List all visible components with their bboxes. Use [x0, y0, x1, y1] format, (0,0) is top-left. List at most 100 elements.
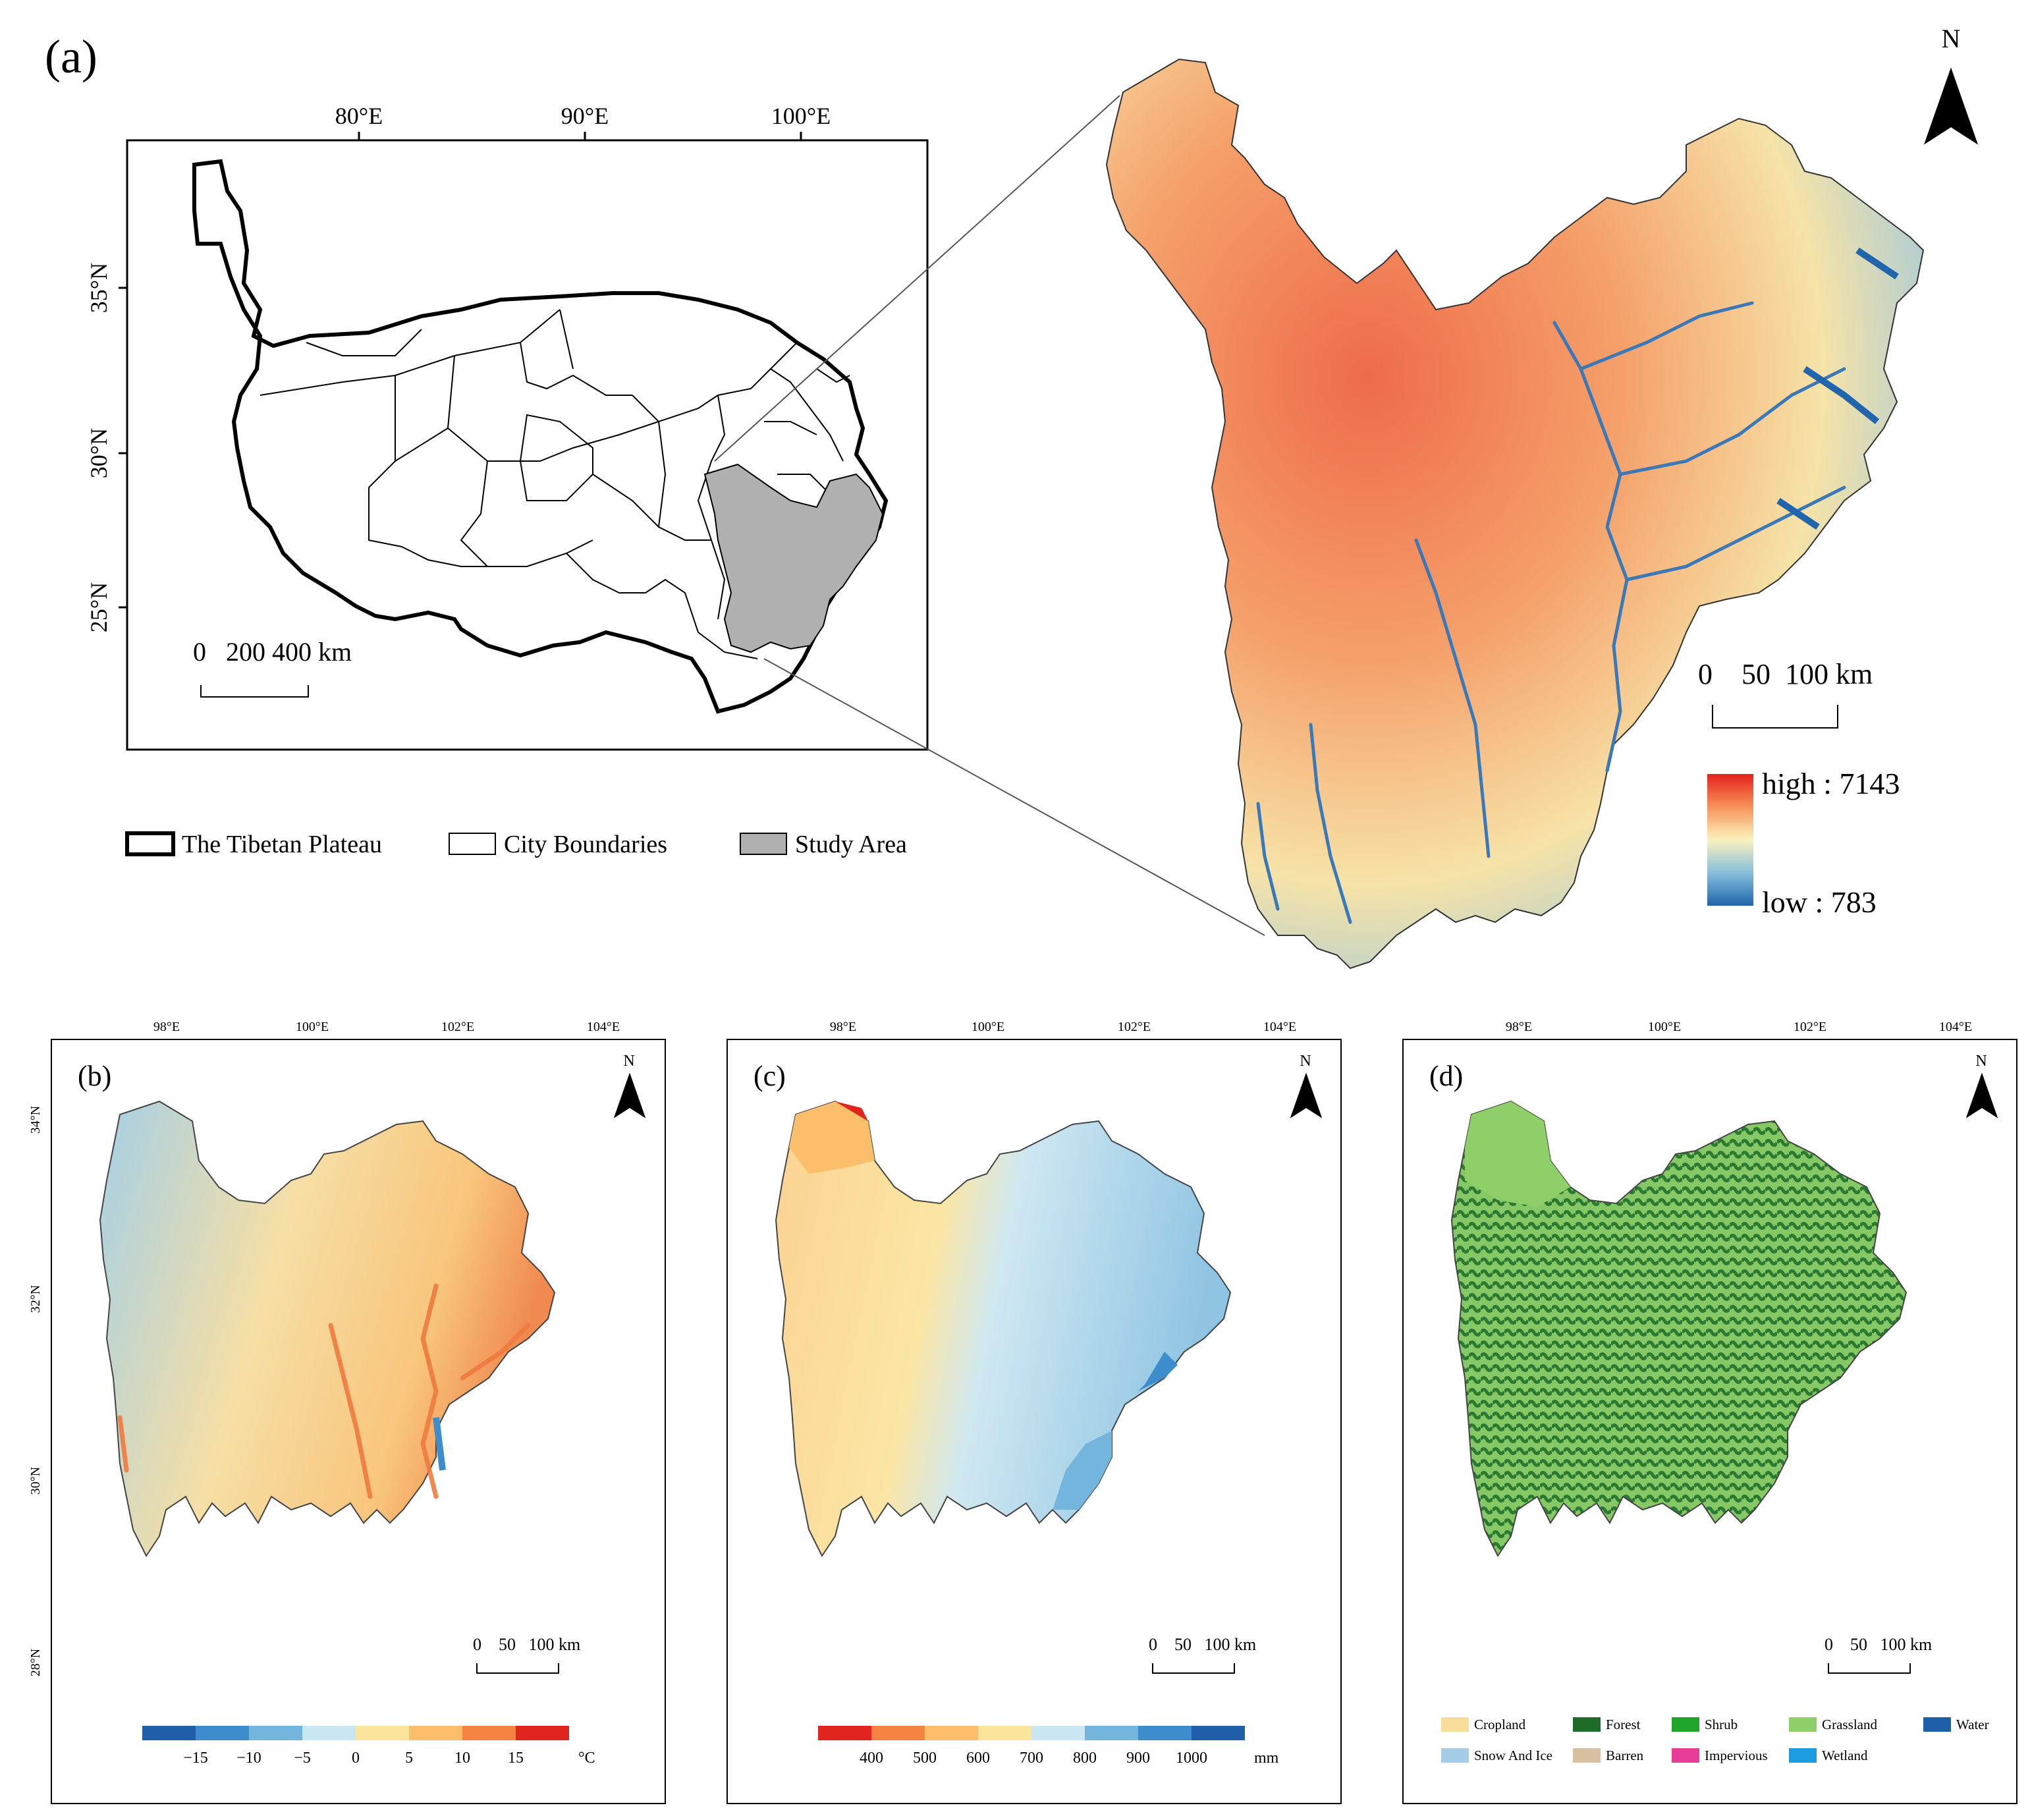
lon-tick-label: 98°E	[1506, 1020, 1532, 1034]
elevation-high-label: high : 7143	[1762, 767, 1900, 800]
panel-b-lon-ticks: 98°E 100°E 102°E 104°E	[153, 1020, 620, 1034]
legend-tick-label: 900	[1126, 1750, 1150, 1767]
legend-swatch	[1789, 1717, 1817, 1732]
legend-swatch	[1441, 1748, 1469, 1763]
legend-swatch-plateau	[125, 831, 175, 856]
legend-tick-label: 600	[966, 1750, 990, 1767]
legend-swatch	[1923, 1717, 1951, 1732]
legend-class-label: Cropland	[1474, 1717, 1526, 1732]
legend-swatch-city	[449, 833, 496, 855]
panel-a: (a) 80°E 90°E 100°E 35°N 30°N 25°N	[45, 24, 1979, 970]
lon-tick-label: 90°E	[561, 103, 609, 129]
dem-map: N 0 50 100 km high : 7143 low : 783	[1105, 24, 1979, 970]
legend-color-segment	[302, 1726, 356, 1740]
legend-tick-label: 15	[508, 1750, 524, 1767]
lon-tick-label: 102°E	[441, 1020, 474, 1034]
legend-swatch	[1573, 1717, 1601, 1732]
legend-label-study: Study Area	[795, 831, 907, 858]
elevation-low-label: low : 783	[1762, 885, 1877, 919]
panel-d: 98°E 100°E 102°E 104°E (d) N 0 50 100 km…	[1402, 1020, 2017, 1804]
tibetan-plateau-outline	[192, 159, 889, 714]
locator-legend: The Tibetan Plateau City Boundaries Stud…	[125, 831, 907, 858]
legend-unit-label: °C	[578, 1750, 595, 1767]
legend-class-label: Barren	[1606, 1748, 1644, 1763]
precipitation-legend: 400 500 600 700 800 900 1000 mm	[818, 1726, 1279, 1767]
locator-lat-ticks: 35°N 30°N 25°N	[86, 263, 127, 632]
dem-north-label: N	[1942, 24, 1961, 53]
panel-c-scale-bar-label: 0 50 100 km	[1149, 1635, 1256, 1654]
legend-class-label: Shrub	[1705, 1717, 1738, 1732]
lon-tick-label: 102°E	[1118, 1020, 1151, 1034]
dem-river-valleys	[1256, 301, 1846, 924]
panel-b-lat-ticks: 34°N 32°N 30°N 28°N	[28, 1106, 43, 1676]
legend-tick-label: 1000	[1176, 1750, 1207, 1767]
lat-tick-label: 28°N	[28, 1649, 43, 1676]
lat-tick-label: 30°N	[28, 1467, 43, 1495]
panel-b-label: (b)	[78, 1060, 111, 1092]
legend-color-segment	[142, 1726, 196, 1740]
land-cover-legend: Cropland Forest Shrub Grassland Water Snow An…	[1441, 1717, 1989, 1763]
lon-tick-label: 80°E	[335, 103, 383, 129]
panel-d-north-label: N	[1975, 1053, 1987, 1070]
lon-tick-label: 104°E	[1939, 1020, 1972, 1034]
city-boundaries	[260, 309, 850, 659]
legend-swatch	[1441, 1717, 1469, 1732]
legend-color-segment	[871, 1726, 925, 1740]
locator-lon-ticks: 80°E 90°E 100°E	[335, 103, 831, 140]
precipitation-map	[775, 1101, 1231, 1557]
lon-tick-label: 100°E	[1648, 1020, 1681, 1034]
land-cover-map	[1451, 1101, 1907, 1557]
legend-tick-label: 800	[1073, 1750, 1097, 1767]
lon-tick-label: 104°E	[587, 1020, 620, 1034]
panel-d-scale-bar	[1828, 1663, 1911, 1674]
legend-class-label: Wetland	[1822, 1748, 1868, 1763]
legend-color-segment	[818, 1726, 871, 1740]
legend-color-segment	[249, 1726, 302, 1740]
legend-tick-label: −15	[183, 1750, 208, 1767]
legend-class-label: Water	[1956, 1717, 1989, 1732]
legend-class-label: Snow And Ice	[1474, 1748, 1552, 1763]
panel-c-label: (c)	[754, 1060, 786, 1092]
legend-color-segment	[516, 1726, 569, 1740]
lon-tick-label: 100°E	[296, 1020, 329, 1034]
lon-tick-label: 98°E	[153, 1020, 180, 1034]
legend-tick-label: −10	[236, 1750, 261, 1767]
legend-swatch	[1672, 1748, 1699, 1763]
panel-c-lon-ticks: 98°E 100°E 102°E 104°E	[830, 1020, 1296, 1034]
panel-b: 98°E 100°E 102°E 104°E 34°N 32°N 30°N 28…	[28, 1020, 666, 1804]
panel-d-lon-ticks: 98°E 100°E 102°E 104°E	[1506, 1020, 1972, 1034]
lat-tick-label: 25°N	[86, 582, 112, 632]
legend-tick-label: −5	[294, 1750, 311, 1767]
panel-d-label: (d)	[1429, 1060, 1463, 1092]
north-arrow-icon	[1923, 67, 1979, 145]
legend-color-segment	[1031, 1726, 1085, 1740]
legend-swatch-study	[740, 833, 787, 855]
dem-scale-bar	[1712, 705, 1838, 729]
panel-b-north-label: N	[623, 1053, 634, 1070]
lat-tick-label: 32°N	[28, 1285, 43, 1313]
panel-a-label: (a)	[45, 30, 97, 83]
panel-d-scale-bar-label: 0 50 100 km	[1824, 1635, 1932, 1654]
legend-color-segment	[409, 1726, 462, 1740]
zoom-line-top	[714, 95, 1120, 462]
lon-tick-label: 100°E	[972, 1020, 1004, 1034]
legend-swatch	[1672, 1717, 1699, 1732]
lon-tick-label: 100°E	[771, 103, 831, 129]
temperature-legend: −15 −10 −5 0 5 10 15 °C	[142, 1726, 595, 1767]
elevation-legend-ramp	[1707, 774, 1753, 906]
lat-tick-label: 35°N	[86, 263, 112, 313]
legend-color-segment	[1138, 1726, 1192, 1740]
legend-class-label: Impervious	[1705, 1748, 1768, 1763]
legend-tick-label: 0	[352, 1750, 360, 1767]
lon-tick-label: 104°E	[1263, 1020, 1296, 1034]
dem-scale-bar-label: 0 50 100 km	[1698, 658, 1873, 690]
legend-swatch	[1573, 1748, 1601, 1763]
dem-east-lowlands	[1776, 247, 1899, 530]
legend-color-segment	[1192, 1726, 1245, 1740]
legend-class-label: Grassland	[1822, 1717, 1877, 1732]
legend-label-city: City Boundaries	[504, 831, 667, 858]
panel-b-scale-bar-label: 0 50 100 km	[473, 1635, 580, 1654]
panel-c-scale-bar	[1152, 1663, 1235, 1674]
lon-tick-label: 98°E	[830, 1020, 856, 1034]
